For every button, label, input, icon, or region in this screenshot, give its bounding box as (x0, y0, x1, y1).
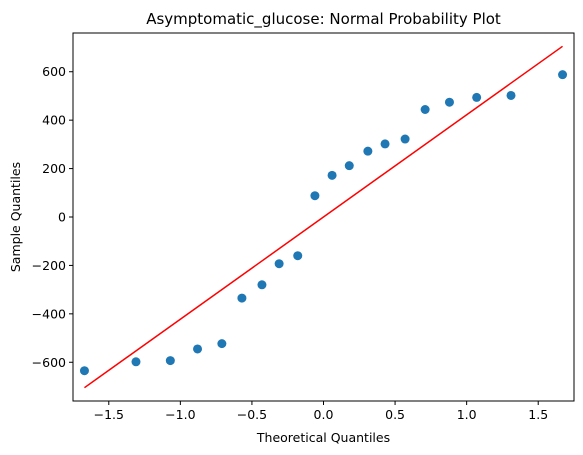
x-tick-label: −1.5 (94, 407, 124, 422)
y-tick-label: −200 (32, 258, 66, 273)
y-tick-label: 400 (42, 113, 66, 128)
data-point (293, 251, 303, 261)
data-point (237, 293, 247, 303)
y-axis-label: Sample Quantiles (8, 162, 23, 272)
data-point (327, 170, 337, 180)
y-tick-label: −400 (32, 306, 66, 321)
data-point (193, 344, 203, 354)
data-point (344, 161, 354, 171)
y-tick-label: −600 (32, 355, 66, 370)
x-axis-label: Theoretical Quantiles (256, 430, 390, 445)
x-tick-label: −1.0 (165, 407, 195, 422)
data-point (257, 280, 267, 290)
data-point (472, 92, 482, 102)
data-point (380, 139, 390, 149)
data-point (363, 146, 373, 156)
data-point (400, 134, 410, 144)
data-point (310, 191, 320, 201)
data-point (274, 259, 284, 269)
x-tick-label: 1.0 (457, 407, 477, 422)
y-tick-label: 200 (42, 161, 66, 176)
plot-area (79, 45, 568, 389)
data-point (217, 339, 227, 349)
chart-title: Asymptomatic_glucose: Normal Probability… (146, 10, 501, 29)
x-axis: −1.5 −1.0 −0.5 0.0 0.5 1.0 1.5 (94, 401, 548, 422)
data-point (165, 356, 175, 366)
data-point (420, 105, 430, 115)
data-point (444, 97, 454, 107)
data-point (506, 90, 516, 100)
x-tick-label: 0.5 (385, 407, 405, 422)
data-point (79, 366, 89, 376)
x-tick-label: 1.5 (528, 407, 548, 422)
data-point (131, 357, 141, 367)
x-tick-label: 0.0 (314, 407, 334, 422)
reference-line (84, 45, 563, 389)
x-tick-label: −0.5 (237, 407, 267, 422)
data-point (558, 70, 568, 80)
y-tick-label: 0 (58, 210, 66, 225)
y-axis: −600 −400 −200 0 200 400 600 (32, 64, 73, 370)
y-tick-label: 600 (42, 64, 66, 79)
